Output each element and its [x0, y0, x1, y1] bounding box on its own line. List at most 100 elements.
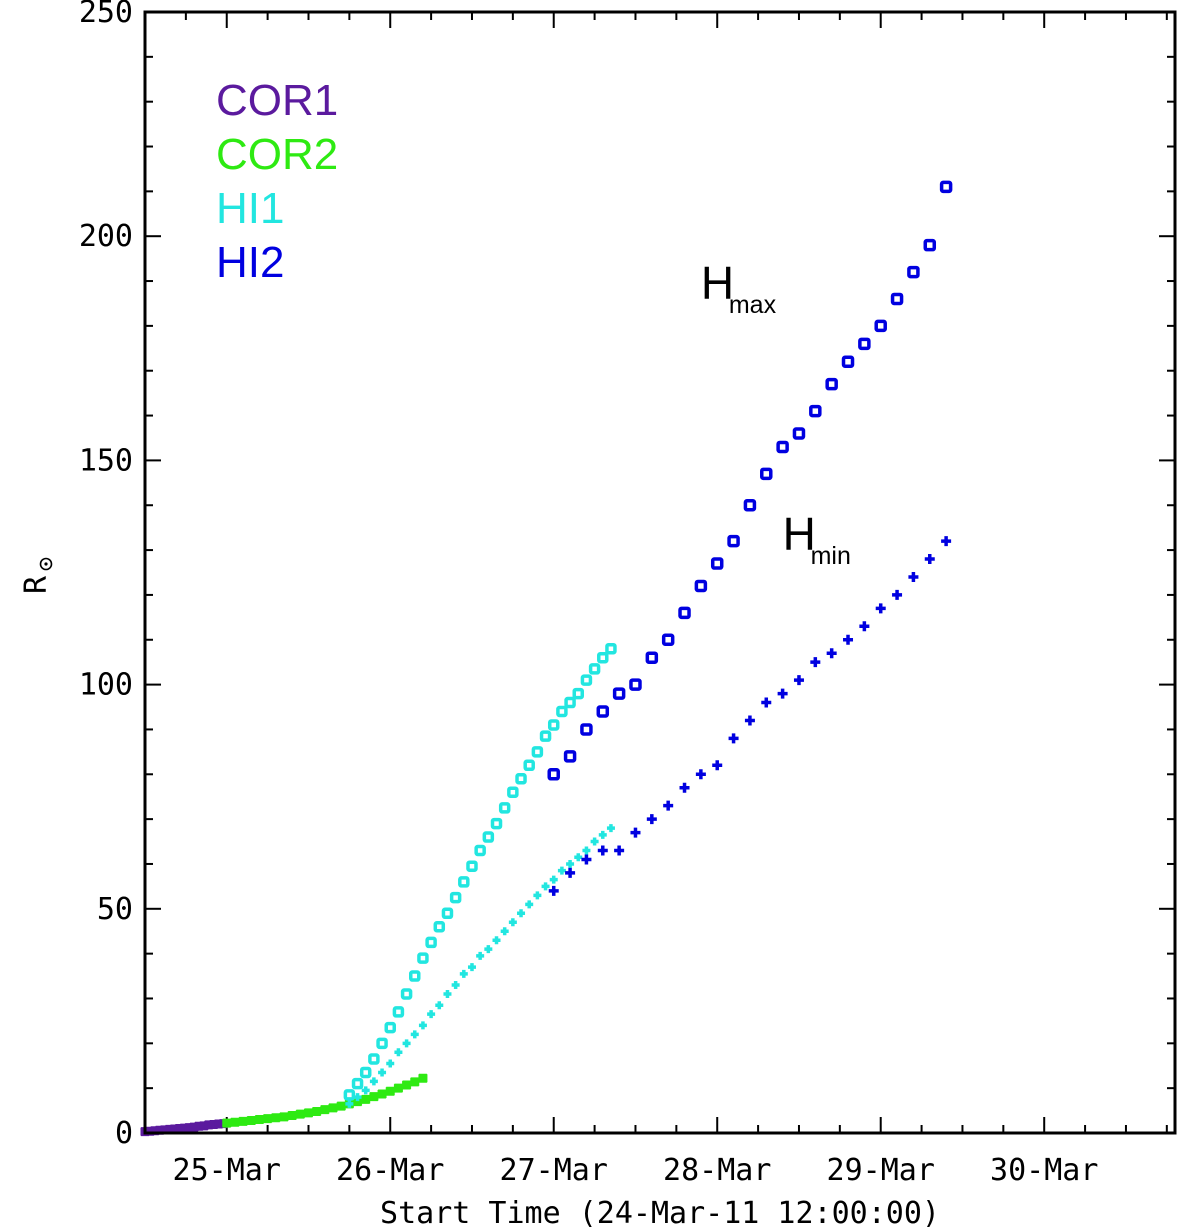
data-point: [556, 705, 568, 718]
data-point: [336, 1101, 346, 1111]
series-hi2-min: [548, 536, 952, 896]
annotation-hmax: H max: [701, 257, 777, 319]
data-point: [564, 696, 576, 709]
data-point: [908, 571, 919, 582]
legend-item-cor1: COR1: [216, 76, 338, 125]
data-point: [859, 621, 870, 632]
data-point: [517, 909, 526, 918]
data-point: [492, 936, 501, 945]
data-point: [441, 907, 454, 920]
data-point: [451, 981, 460, 990]
data-point: [328, 1103, 338, 1113]
data-point: [744, 715, 755, 726]
data-point: [549, 875, 558, 884]
annotation-hmax-sub: max: [729, 291, 777, 319]
data-point: [392, 1006, 405, 1018]
data-point: [435, 1001, 444, 1010]
data-point: [230, 1117, 240, 1127]
y-tick-label: 150: [79, 443, 133, 478]
data-point: [923, 238, 937, 252]
data-point: [588, 663, 601, 675]
data-point: [531, 746, 544, 758]
data-point: [351, 1077, 364, 1090]
y-tick-label: 100: [79, 668, 133, 703]
data-point: [222, 1118, 232, 1128]
annotation-hmax-main: H: [701, 257, 734, 309]
data-point: [547, 719, 560, 731]
y-axis-title-text: R: [19, 575, 54, 594]
data-point: [402, 1080, 412, 1090]
data-point: [482, 831, 495, 843]
data-point: [254, 1115, 264, 1125]
data-point: [425, 936, 437, 949]
data-point: [590, 837, 599, 846]
data-point: [498, 802, 511, 814]
x-tick-labels: 25-Mar 26-Mar 27-Mar 28-Mar 29-Mar 30-Mar: [173, 1153, 1099, 1188]
data-point: [384, 1021, 396, 1034]
data-point: [378, 1068, 387, 1077]
data-point: [743, 498, 757, 512]
annotation-hmin-main: H: [783, 508, 816, 560]
data-point: [500, 927, 509, 936]
data-point: [449, 891, 462, 904]
data-point: [418, 1021, 427, 1030]
data-point: [238, 1116, 248, 1126]
y-tick-label: 0: [115, 1116, 133, 1151]
data-point: [924, 554, 935, 565]
data-point: [525, 900, 534, 909]
data-point: [377, 1089, 387, 1099]
data-point: [760, 467, 773, 481]
data-point: [295, 1109, 305, 1119]
x-tick-label: 29-Mar: [827, 1153, 935, 1188]
data-point: [646, 814, 657, 825]
data-point: [376, 1037, 388, 1050]
data-point: [393, 1083, 403, 1093]
x-tick-label: 27-Mar: [500, 1153, 608, 1188]
data-point: [581, 854, 592, 865]
data-point: [433, 920, 446, 933]
data-point: [369, 1077, 378, 1086]
data-point: [645, 651, 659, 664]
data-point: [287, 1111, 297, 1121]
data-point: [458, 876, 470, 888]
data-point: [843, 634, 854, 645]
series-hi1-max: [343, 642, 617, 1101]
y-tick-label: 200: [79, 219, 133, 254]
data-point: [939, 180, 953, 194]
data-point: [630, 827, 641, 838]
legend-item-hi1: HI1: [216, 184, 284, 233]
data-point: [678, 606, 691, 620]
data-point: [533, 891, 542, 900]
sun-symbol-dot: [44, 562, 48, 566]
data-point: [565, 867, 576, 878]
data-point: [580, 674, 593, 686]
data-point: [271, 1113, 281, 1123]
annotation-hmin-sub: min: [811, 542, 851, 570]
data-point: [574, 853, 583, 862]
data-point: [246, 1115, 256, 1125]
plot-frame: [143, 10, 1177, 1135]
data-point: [417, 952, 429, 964]
data-point: [359, 1066, 372, 1079]
series-cor2: [222, 1073, 428, 1128]
data-point: [361, 1094, 371, 1104]
data-point: [312, 1106, 322, 1116]
data-point: [515, 773, 527, 785]
data-point: [612, 687, 626, 700]
data-point: [476, 951, 485, 960]
data-point: [890, 292, 904, 306]
data-point: [303, 1108, 313, 1118]
data-point: [279, 1112, 289, 1122]
x-tick-label: 30-Mar: [990, 1153, 1098, 1188]
data-point: [596, 705, 610, 718]
data-point: [606, 824, 615, 833]
data-point: [712, 760, 723, 771]
data-point: [841, 355, 855, 369]
data-point: [582, 846, 591, 855]
data-point: [777, 688, 788, 699]
legend-item-cor2: COR2: [216, 130, 338, 179]
data-point: [661, 633, 675, 647]
data-point: [810, 657, 821, 668]
data-point: [793, 675, 804, 686]
